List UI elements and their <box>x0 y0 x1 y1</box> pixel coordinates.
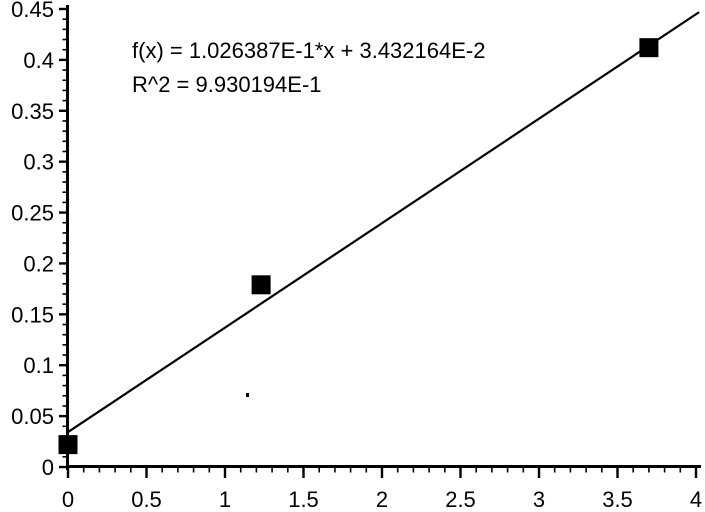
x-tick-label: 2.5 <box>445 487 476 512</box>
x-tick-label: 0 <box>62 487 74 512</box>
y-tick-label: 0 <box>42 455 54 480</box>
y-tick-label: 0.05 <box>11 404 54 429</box>
r-squared-text: R^2 = 9.930194E-1 <box>132 72 322 97</box>
y-tick-label: 0.1 <box>23 353 54 378</box>
data-point-marker <box>639 38 659 58</box>
y-tick-label: 0.2 <box>23 251 54 276</box>
data-point-marker <box>251 275 271 295</box>
scan-artifact-dot <box>246 393 249 397</box>
x-tick-label: 4 <box>690 487 702 512</box>
y-tick-label: 0.25 <box>11 201 54 226</box>
y-tick-label: 0.15 <box>11 302 54 327</box>
data-point-marker <box>58 435 78 455</box>
x-tick-label: 1 <box>219 487 231 512</box>
fit-annotation: f(x) = 1.026387E-1*x + 3.432164E-2 R^2 =… <box>132 34 485 102</box>
y-tick-label: 0.45 <box>11 0 54 22</box>
y-tick-label: 0.3 <box>23 150 54 175</box>
y-tick-label: 0.4 <box>23 48 54 73</box>
x-tick-label: 1.5 <box>288 487 319 512</box>
x-tick-label: 3 <box>533 487 545 512</box>
regression-line <box>67 11 700 433</box>
fit-equation-text: f(x) = 1.026387E-1*x + 3.432164E-2 <box>132 38 486 63</box>
x-tick-label: 3.5 <box>602 487 633 512</box>
x-tick-label: 0.5 <box>131 487 162 512</box>
x-tick-label: 2 <box>376 487 388 512</box>
y-tick-label: 0.35 <box>11 99 54 124</box>
